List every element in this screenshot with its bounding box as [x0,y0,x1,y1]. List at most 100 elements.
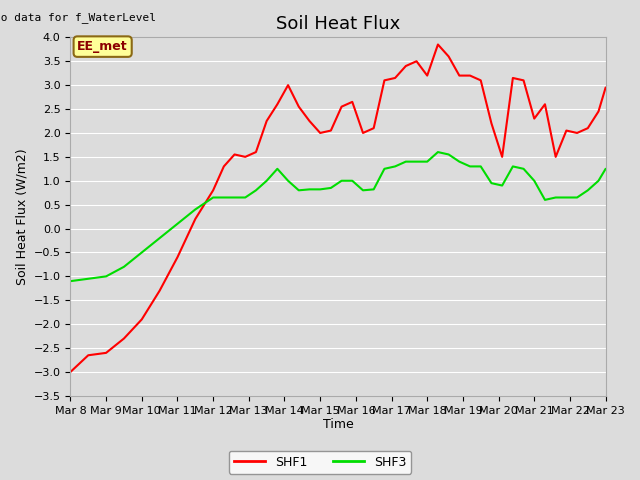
SHF3 [338,178,346,184]
SHF1 [509,75,516,81]
SHF1 [466,72,474,78]
SHF1 [306,118,314,124]
SHF3 [541,197,549,203]
SHF1 [220,164,228,169]
SHF3 [120,264,128,270]
SHF3 [84,276,92,282]
SHF1 [67,369,74,375]
SHF1 [263,118,271,124]
SHF1 [102,350,110,356]
SHF3 [413,159,420,165]
SHF3 [402,159,410,165]
SHF1 [477,77,484,83]
SHF3 [602,166,609,172]
SHF3 [173,221,181,227]
SHF3 [273,166,281,172]
SHF3 [531,178,538,184]
SHF1 [284,82,292,88]
SHF3 [156,235,163,241]
SHF1 [520,77,527,83]
SHF3 [327,185,335,191]
SHF3 [348,178,356,184]
SHF1 [531,116,538,121]
SHF1 [209,188,217,193]
SHF1 [120,336,128,341]
Line: SHF3: SHF3 [70,152,605,281]
SHF3 [295,188,303,193]
Legend: SHF1, SHF3: SHF1, SHF3 [229,451,411,474]
SHF1 [295,104,303,109]
SHF3 [552,194,559,200]
SHF3 [509,164,516,169]
SHF3 [381,166,388,172]
SHF3 [466,164,474,169]
SHF3 [138,250,146,255]
SHF1 [402,63,410,69]
SHF3 [359,188,367,193]
SHF3 [456,159,463,165]
SHF3 [284,178,292,184]
SHF3 [316,187,324,192]
SHF1 [488,120,495,126]
SHF1 [595,108,602,114]
SHF3 [434,149,442,155]
SHF3 [595,178,602,184]
SHF1 [602,84,609,90]
SHF3 [563,194,570,200]
SHF1 [173,254,181,260]
SHF1 [541,101,549,107]
SHF3 [424,159,431,165]
SHF1 [584,125,591,131]
SHF3 [306,187,314,192]
SHF1 [391,75,399,81]
SHF1 [381,77,388,83]
Y-axis label: Soil Heat Flux (W/m2): Soil Heat Flux (W/m2) [15,148,28,285]
SHF1 [316,130,324,136]
SHF3 [584,188,591,193]
SHF3 [520,166,527,172]
SHF3 [191,206,199,212]
SHF3 [445,152,452,157]
SHF3 [391,164,399,169]
Text: No data for f_WaterLevel: No data for f_WaterLevel [0,12,156,23]
SHF1 [348,99,356,105]
SHF1 [84,352,92,358]
SHF3 [370,187,378,192]
SHF1 [338,104,346,109]
SHF1 [445,54,452,60]
SHF1 [359,130,367,136]
SHF1 [413,59,420,64]
SHF3 [220,194,228,200]
SHF1 [327,128,335,133]
SHF3 [67,278,74,284]
SHF1 [573,130,581,136]
SHF3 [230,194,238,200]
SHF1 [252,149,260,155]
SHF1 [552,154,559,160]
SHF1 [456,72,463,78]
SHF1 [273,101,281,107]
SHF1 [434,42,442,48]
SHF3 [209,194,217,200]
Text: EE_met: EE_met [77,40,128,53]
SHF3 [488,180,495,186]
Line: SHF1: SHF1 [70,45,605,372]
SHF1 [370,125,378,131]
Title: Soil Heat Flux: Soil Heat Flux [276,15,400,33]
SHF1 [156,288,163,294]
X-axis label: Time: Time [323,419,353,432]
SHF3 [477,164,484,169]
SHF1 [563,128,570,133]
SHF1 [424,72,431,78]
SHF3 [573,194,581,200]
SHF3 [499,183,506,189]
SHF1 [499,154,506,160]
SHF3 [252,188,260,193]
SHF3 [263,178,271,184]
SHF1 [191,216,199,222]
SHF1 [230,152,238,157]
SHF1 [138,316,146,322]
SHF3 [102,274,110,279]
SHF1 [241,154,249,160]
SHF3 [241,194,249,200]
